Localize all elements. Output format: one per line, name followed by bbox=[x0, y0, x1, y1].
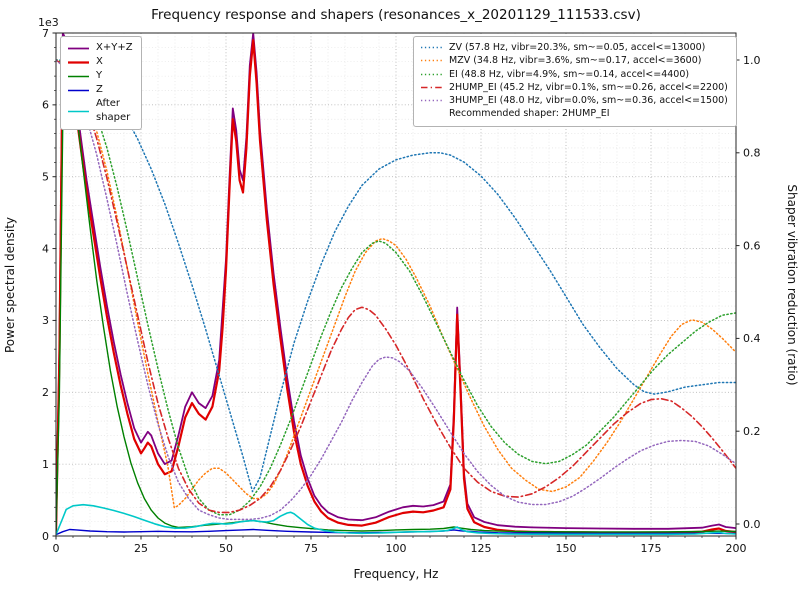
x-axis-label: Frequency, Hz bbox=[354, 567, 439, 581]
legend-label: Y bbox=[96, 70, 103, 81]
legend-line-sample bbox=[68, 60, 89, 64]
y-left-tick-label: 2 bbox=[42, 386, 49, 399]
legend-item: X+Y+Z bbox=[67, 41, 133, 55]
legend-item: MZV (34.8 Hz, vibr=3.6%, sm~=0.17, accel… bbox=[420, 54, 728, 67]
legend-item: 3HUMP_EI (48.0 Hz, vibr=0.0%, sm~=0.36, … bbox=[420, 94, 728, 107]
y-axis-right-label: Shaper vibration reduction (ratio) bbox=[785, 184, 799, 385]
legend-label: X+Y+Z bbox=[96, 42, 133, 53]
y-axis-left-label: Power spectral density bbox=[3, 217, 17, 353]
legend-recommended-shaper-note: Recommended shaper: 2HUMP_EI bbox=[449, 108, 610, 120]
legend-line-sample bbox=[421, 100, 442, 102]
y-right-tick-label: 0.4 bbox=[743, 332, 761, 345]
legend-line-sample bbox=[68, 47, 89, 49]
legend-line-sample bbox=[421, 73, 442, 75]
legend-label: EI (48.8 Hz, vibr=4.9%, sm~=0.14, accel<… bbox=[449, 68, 690, 80]
x-tick-label: 200 bbox=[726, 542, 747, 555]
axis-ticks: 0 25 50 75 100 125 150 175 200 0 1 2 3 4 5 6 7 0.0 0.2 0.4 0… bbox=[42, 27, 761, 555]
legend-label: 3HUMP_EI (48.0 Hz, vibr=0.0%, sm~=0.36, … bbox=[449, 95, 728, 107]
series-shaper-2hump-ei bbox=[56, 59, 736, 514]
legend-shapers: ZV (57.8 Hz, vibr=20.3%, sm~=0.05, accel… bbox=[413, 36, 737, 127]
y-left-tick-label: 1 bbox=[42, 458, 49, 471]
legend-item: X bbox=[67, 55, 133, 69]
y-right-tick-label: 0.2 bbox=[743, 425, 761, 438]
y-left-tick-label: 4 bbox=[42, 242, 49, 255]
legend-label: ZV (57.8 Hz, vibr=20.3%, sm~=0.05, accel… bbox=[449, 42, 706, 53]
chart-title: Frequency response and shapers (resonanc… bbox=[151, 7, 641, 23]
legend-item: Z bbox=[67, 83, 133, 97]
series-x-plus-y-plus-z bbox=[56, 33, 736, 534]
y-axis-offset-label: 1e3 bbox=[38, 16, 59, 29]
y-right-tick-label: 0.0 bbox=[743, 518, 761, 531]
y-left-tick-label: 6 bbox=[42, 99, 49, 112]
y-right-tick-label: 1.0 bbox=[743, 54, 761, 67]
y-left-tick-label: 0 bbox=[42, 530, 49, 543]
y-left-tick-label: 7 bbox=[42, 27, 49, 40]
series-z bbox=[56, 528, 736, 536]
legend-psd: X+Y+Z X Y Z After shaper bbox=[60, 36, 142, 130]
legend-item: ZV (57.8 Hz, vibr=20.3%, sm~=0.05, accel… bbox=[420, 41, 728, 54]
legend-item: After shaper bbox=[67, 97, 133, 125]
series-group bbox=[56, 33, 736, 536]
legend-label: X bbox=[96, 56, 103, 67]
x-tick-label: 25 bbox=[134, 542, 148, 555]
series-shaper-3hump-ei bbox=[56, 59, 736, 521]
legend-item: Y bbox=[67, 69, 133, 83]
x-tick-label: 0 bbox=[53, 542, 60, 555]
legend-line-sample bbox=[68, 89, 89, 91]
legend-label: Z bbox=[96, 84, 103, 95]
legend-line-sample bbox=[68, 75, 89, 77]
x-tick-label: 175 bbox=[641, 542, 662, 555]
legend-line-sample bbox=[421, 46, 442, 49]
legend-label: 2HUMP_EI (45.2 Hz, vibr=0.1%, sm~=0.26, … bbox=[449, 81, 728, 93]
series-shaper-ei bbox=[56, 59, 736, 516]
x-tick-label: 150 bbox=[556, 542, 577, 555]
legend-label: After shaper bbox=[96, 98, 131, 123]
series-shaper-zv bbox=[56, 59, 736, 493]
series-shaper-mzv bbox=[56, 59, 736, 509]
legend-line-sample bbox=[421, 60, 442, 62]
y-right-tick-label: 0.8 bbox=[743, 147, 761, 160]
legend-line-sample bbox=[68, 110, 89, 112]
legend-label: MZV (34.8 Hz, vibr=3.6%, sm~=0.17, accel… bbox=[449, 55, 702, 67]
legend-line-sample bbox=[421, 86, 442, 89]
legend-item: 2HUMP_EI (45.2 Hz, vibr=0.1%, sm~=0.26, … bbox=[420, 81, 728, 94]
x-tick-label: 50 bbox=[219, 542, 233, 555]
y-left-tick-label: 5 bbox=[42, 171, 49, 184]
x-tick-label: 125 bbox=[471, 542, 492, 555]
legend-item: EI (48.8 Hz, vibr=4.9%, sm~=0.14, accel<… bbox=[420, 68, 728, 81]
x-tick-label: 75 bbox=[304, 542, 318, 555]
y-right-tick-label: 0.6 bbox=[743, 239, 761, 252]
series-after-shaper bbox=[56, 503, 736, 536]
x-tick-label: 100 bbox=[386, 542, 407, 555]
y-left-tick-label: 3 bbox=[42, 314, 49, 327]
